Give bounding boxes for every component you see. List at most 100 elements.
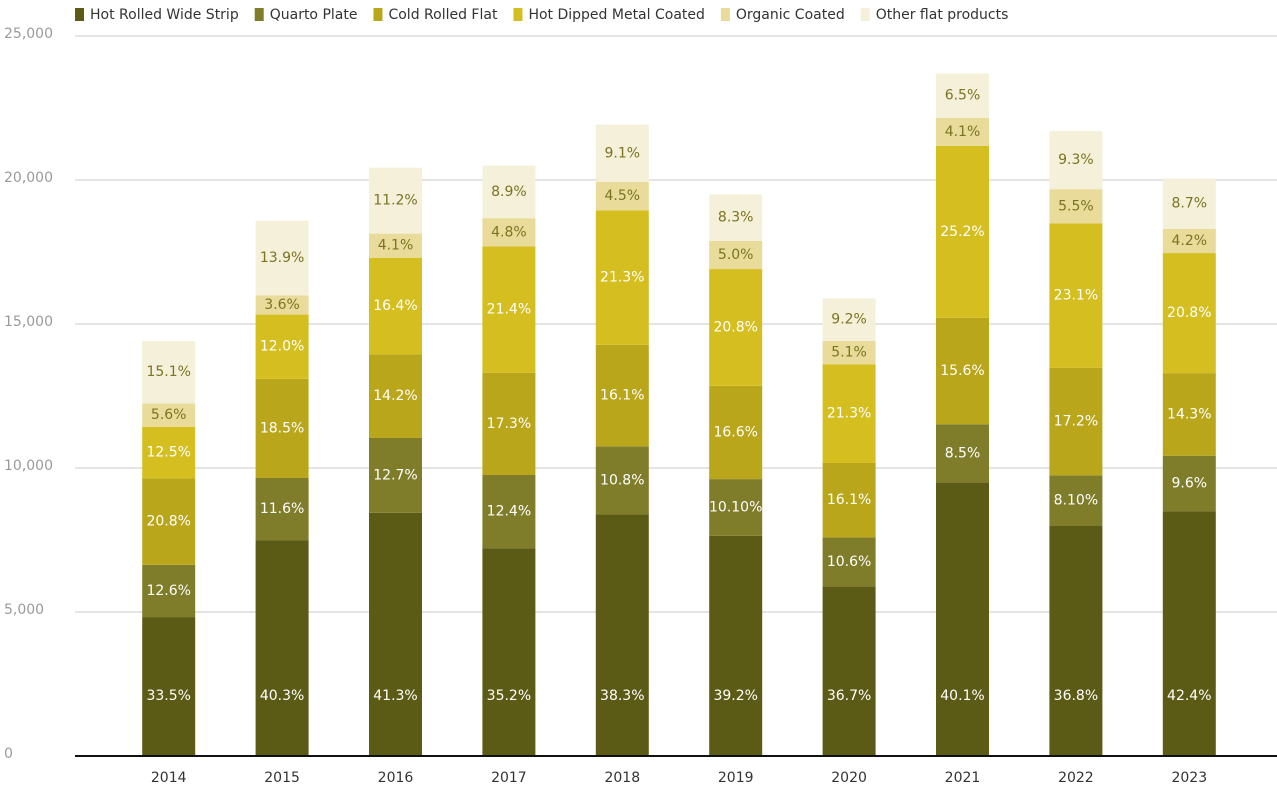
data-label: 41.3% [373, 688, 417, 704]
bar-segment [1049, 526, 1103, 756]
x-tick-label: 2020 [831, 770, 867, 786]
bar-segment [1162, 253, 1216, 374]
bar-segment [822, 364, 876, 463]
data-label: 9.1% [605, 145, 641, 161]
data-label: 10.6% [827, 554, 871, 570]
bar-segment [822, 462, 876, 538]
x-tick-label: 2018 [604, 770, 640, 786]
bar-segment [1049, 367, 1103, 476]
data-label: 21.3% [827, 406, 871, 422]
data-label: 4.2% [1172, 233, 1208, 249]
data-label: 8.9% [491, 184, 527, 200]
data-label: 36.8% [1054, 688, 1098, 704]
data-label: 40.3% [260, 688, 304, 704]
legend-label: Cold Rolled Flat [388, 7, 497, 23]
bar-segment [595, 124, 649, 183]
bar-segment [482, 548, 536, 756]
data-label: 21.4% [487, 302, 531, 318]
data-label: 40.1% [940, 688, 984, 704]
data-label: 16.1% [600, 388, 644, 404]
data-label: 4.8% [491, 224, 527, 240]
data-label: 17.3% [487, 416, 531, 432]
bar-segment [482, 165, 536, 219]
bar-segment [482, 372, 536, 475]
bar-segment [482, 246, 536, 373]
legend-label: Quarto Plate [270, 7, 358, 23]
bar-segment [709, 240, 763, 270]
bar-segment [1049, 223, 1103, 368]
data-label: 11.2% [373, 193, 417, 209]
x-tick-label: 2017 [491, 770, 527, 786]
data-label: 20.8% [146, 514, 190, 530]
data-label: 8.7% [1172, 196, 1208, 212]
bar-segment [822, 537, 876, 587]
bar-segment [369, 512, 422, 756]
data-label: 10.10% [709, 499, 762, 515]
bar-segment [936, 482, 989, 756]
bar-segment [482, 474, 536, 549]
legend-swatch [720, 8, 730, 21]
legend-swatch [75, 8, 84, 21]
bar-segment [595, 182, 649, 211]
bar-segment [595, 514, 649, 756]
data-label: 12.7% [373, 467, 417, 483]
bar-segment [709, 479, 763, 536]
bar-segment [1049, 475, 1103, 527]
bar-segment [369, 257, 422, 355]
data-label: 5.1% [831, 345, 867, 361]
data-label: 9.2% [831, 312, 867, 328]
legend-label: Hot Dipped Metal Coated [528, 7, 704, 23]
data-label: 18.5% [260, 420, 304, 436]
y-tick-label: 10,000 [4, 458, 53, 474]
data-label: 4.1% [378, 238, 414, 254]
data-label: 15.1% [146, 364, 190, 380]
bar-segment [369, 437, 422, 513]
bar-segment [142, 478, 196, 565]
data-label: 11.6% [260, 501, 304, 517]
data-label: 13.9% [260, 250, 304, 266]
bar-segment [936, 424, 989, 483]
bar-segment [255, 540, 309, 756]
bar-segment [255, 378, 309, 478]
bar-segment [822, 586, 876, 756]
data-label: 10.8% [600, 472, 644, 488]
data-label: 20.8% [1167, 305, 1211, 321]
bar-segment [822, 340, 876, 365]
bar-segment [709, 385, 763, 480]
data-label: 16.6% [713, 425, 757, 441]
legend-label: Other flat products [876, 7, 1009, 23]
bar-segment [595, 344, 649, 447]
x-tick-label: 2019 [718, 770, 754, 786]
x-tick-label: 2016 [378, 770, 414, 786]
data-label: 25.2% [940, 224, 984, 240]
bar-segment [142, 564, 196, 618]
bar-segment [255, 477, 309, 541]
data-label: 16.4% [373, 298, 417, 314]
bar-segment [1049, 131, 1103, 190]
bar-segment [255, 295, 309, 315]
data-label: 12.5% [146, 445, 190, 461]
data-label: 21.3% [600, 270, 644, 286]
data-label: 39.2% [713, 688, 757, 704]
data-label: 8.10% [1054, 493, 1098, 509]
x-tick-label: 2022 [1058, 770, 1094, 786]
data-label: 35.2% [487, 688, 531, 704]
legend-label: Organic Coated [736, 7, 845, 23]
x-tick-label: 2015 [264, 770, 300, 786]
bar-segment [822, 298, 876, 341]
bar-segment [142, 340, 196, 404]
y-tick-label: 5,000 [4, 602, 44, 618]
data-label: 9.3% [1058, 152, 1094, 168]
data-label: 8.3% [718, 210, 754, 226]
bar-segment [1162, 511, 1216, 756]
x-tick-label: 2023 [1171, 770, 1207, 786]
data-label: 42.4% [1167, 688, 1211, 704]
legend-swatch [860, 8, 870, 21]
bar-segment [369, 233, 422, 258]
data-label: 12.4% [487, 504, 531, 520]
bar-segment [255, 314, 309, 379]
y-tick-label: 20,000 [4, 170, 53, 186]
legend-label: Hot Rolled Wide Strip [90, 7, 239, 23]
data-label: 36.7% [827, 688, 871, 704]
